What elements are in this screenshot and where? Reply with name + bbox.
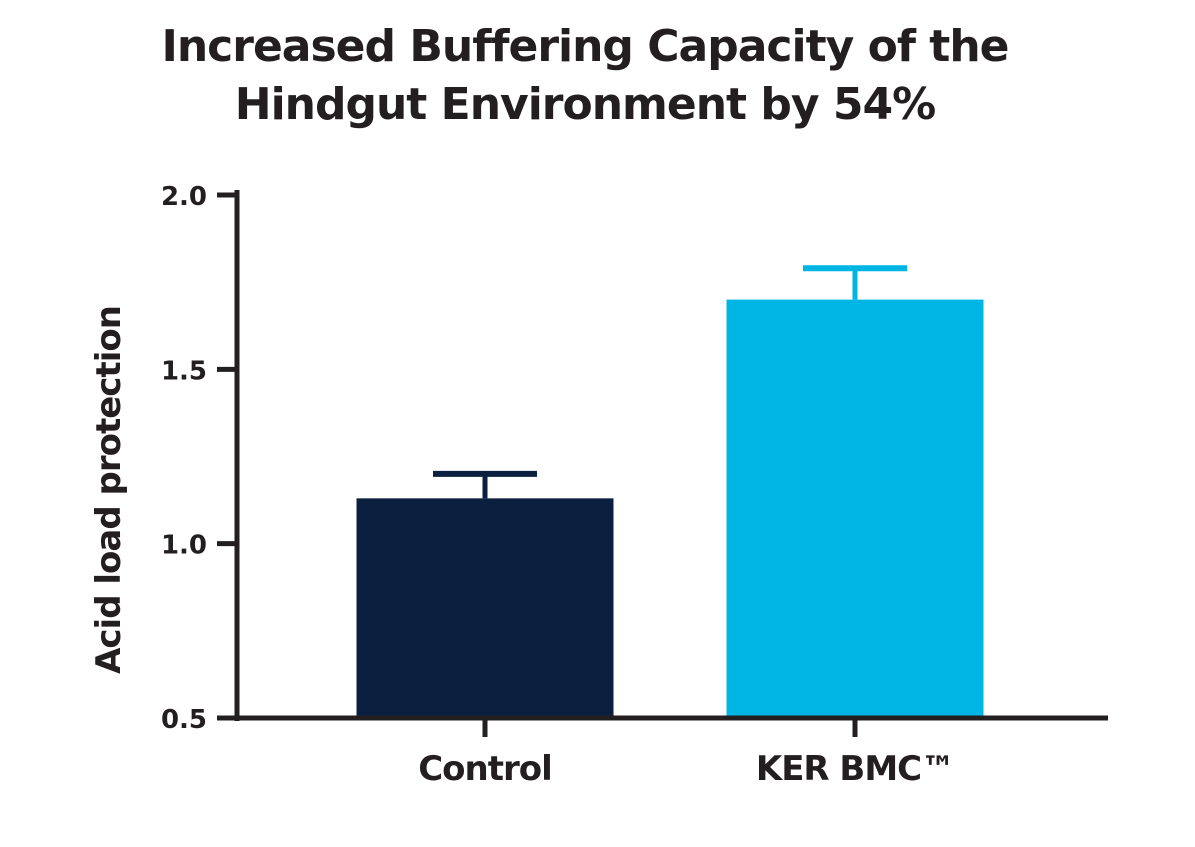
y-tick-label-3: 2.0 (161, 182, 207, 212)
x-tick-label-1: KER BMC™ (756, 749, 954, 789)
y-tick-label-2: 1.5 (161, 356, 207, 386)
chart-title: Increased Buffering Capacity of the Hind… (0, 18, 1170, 134)
y-axis-label: Acid load protection (89, 306, 129, 674)
bar-0 (356, 498, 614, 718)
chart-title-line-1: Increased Buffering Capacity of the (161, 21, 1009, 72)
y-tick-label-1: 1.0 (161, 531, 207, 561)
y-tick-label-0: 0.5 (161, 705, 207, 735)
x-tick-label-0: Control (418, 749, 552, 789)
bar-1 (726, 299, 984, 718)
chart-title-line-2: Hindgut Environment by 54% (234, 79, 936, 130)
